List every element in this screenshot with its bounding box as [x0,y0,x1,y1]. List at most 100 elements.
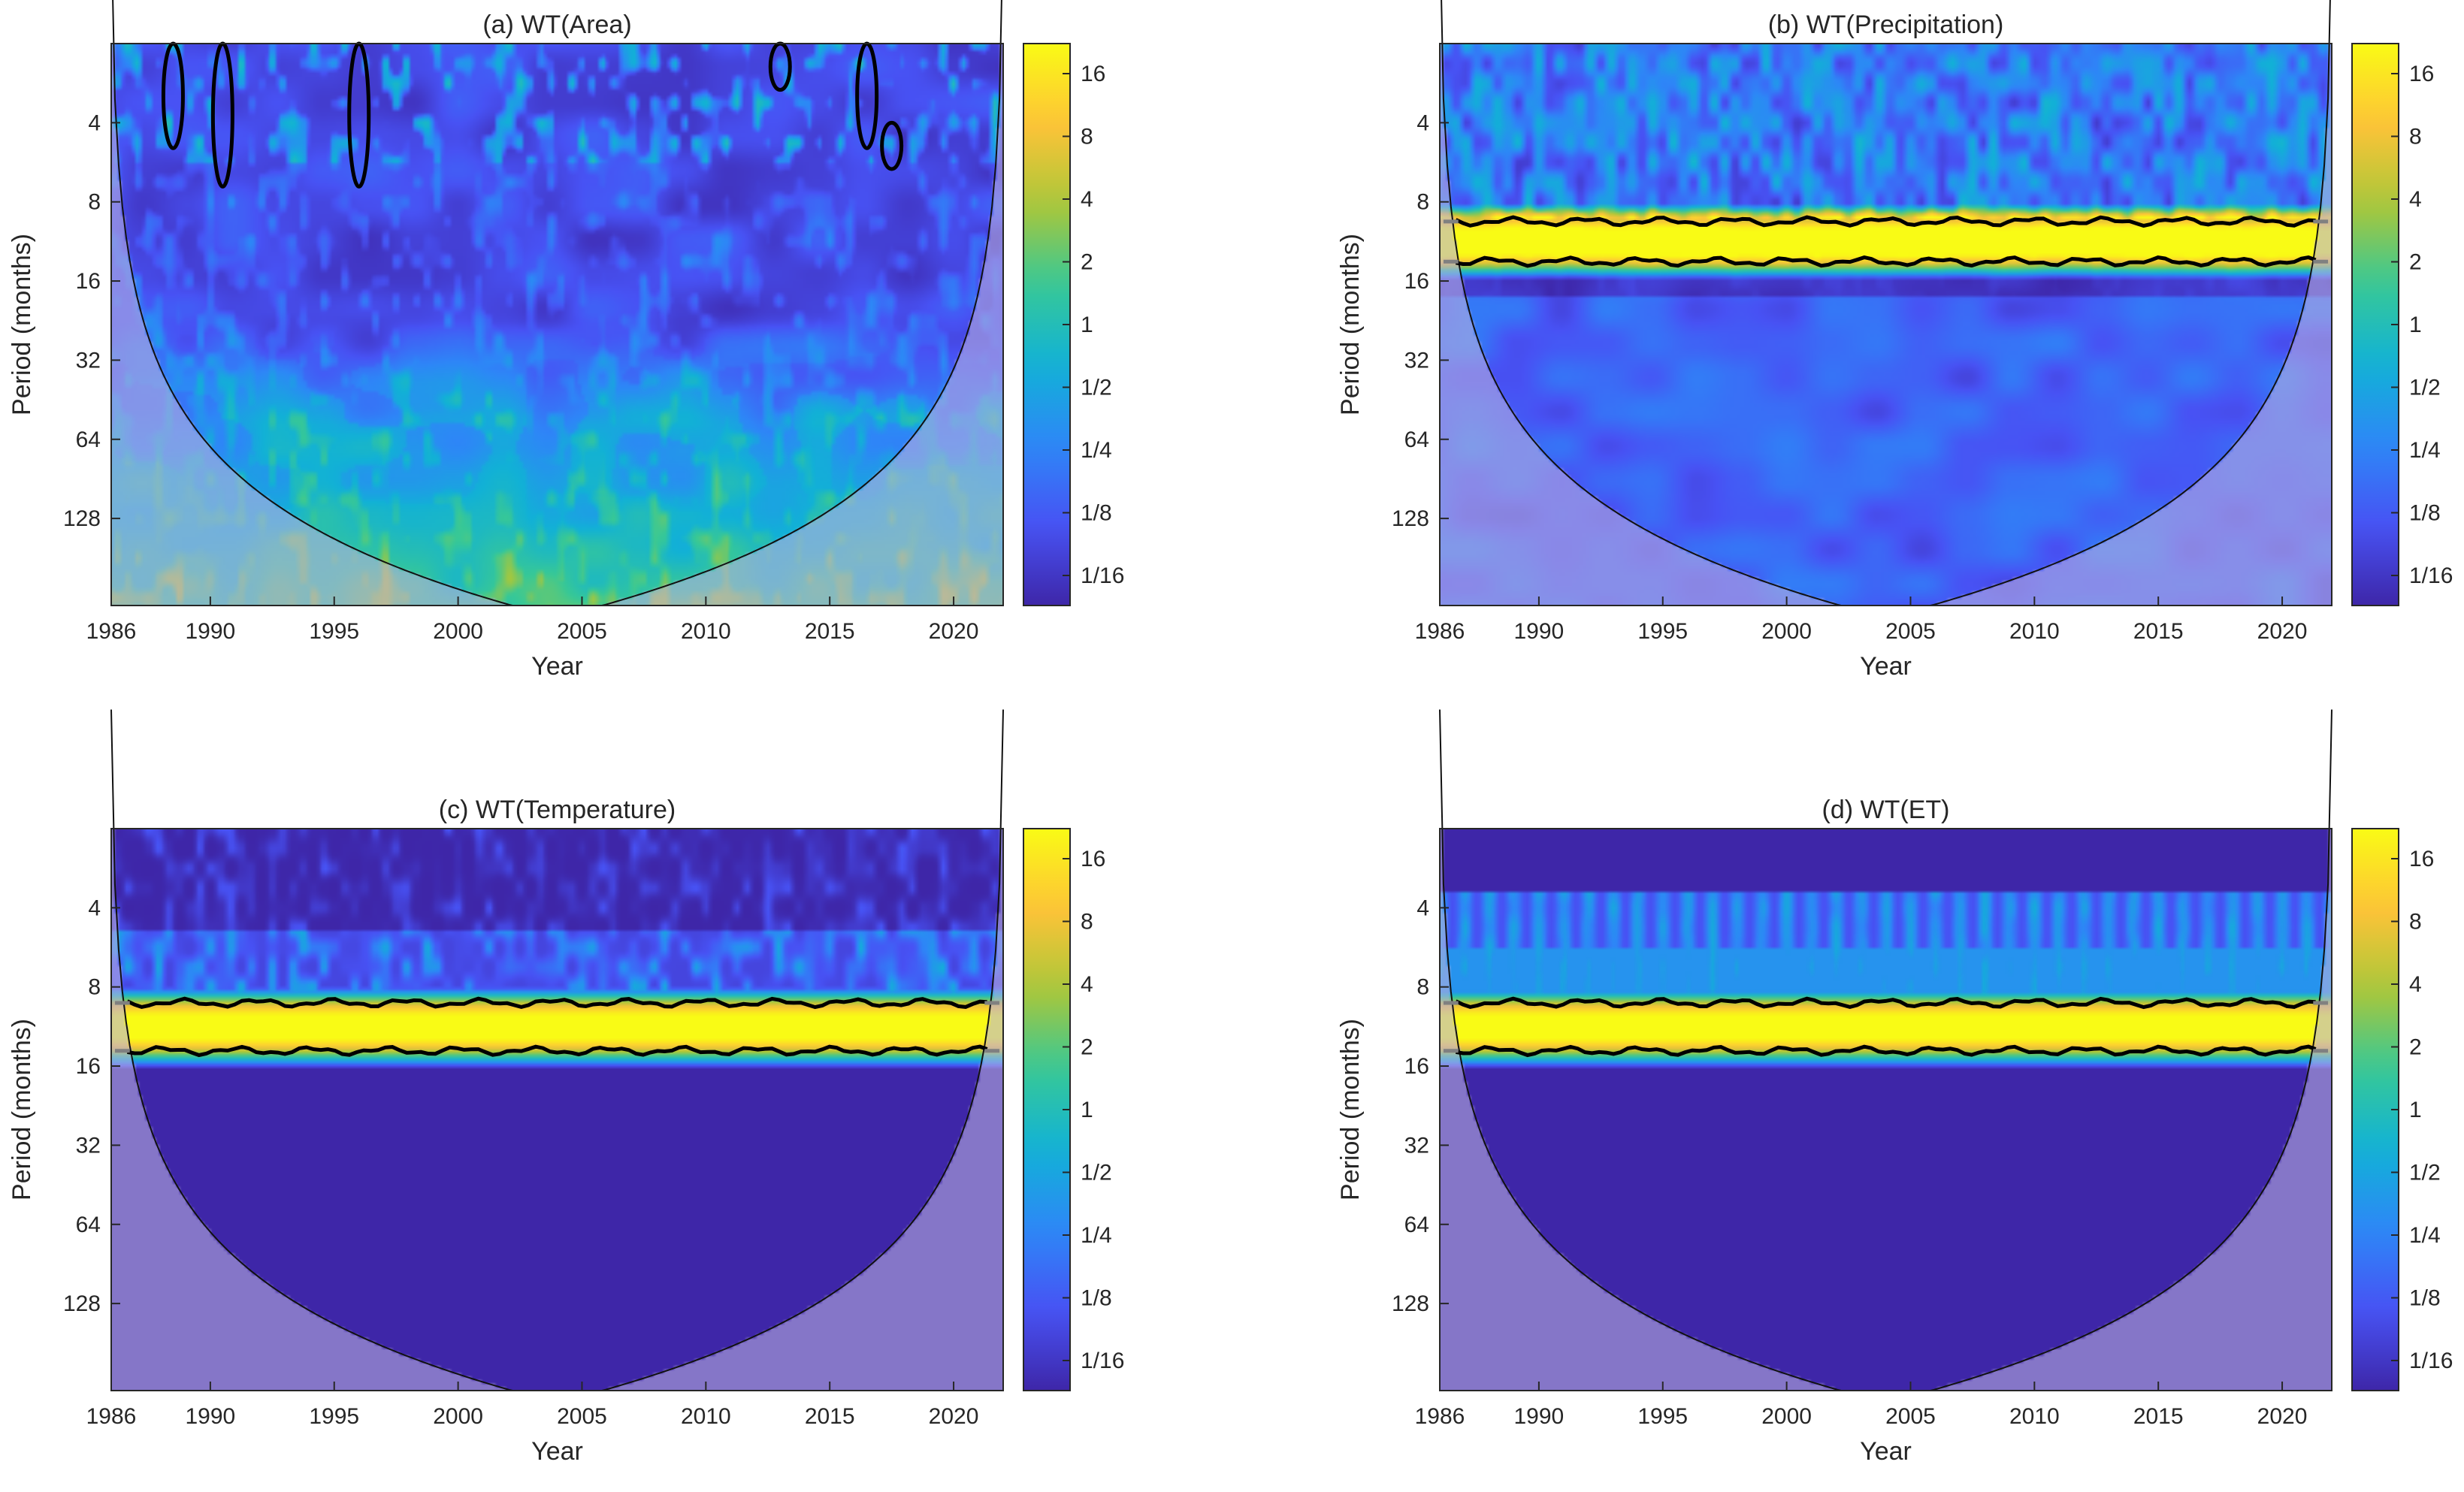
y-tick-label: 32 [76,1133,101,1158]
colorbar-tick-label: 1/2 [2409,376,2441,400]
x-tick-label: 2015 [2133,619,2184,644]
colorbar-tick-label: 4 [1081,972,1093,997]
colorbar-tick-label: 2 [2409,1035,2422,1060]
colorbar-gradient [2351,828,2399,1391]
colorbar-tick-label: 8 [2409,910,2422,935]
y-tick-label: 128 [1392,1291,1429,1316]
colorbar-tick-label: 1/16 [2409,563,2453,588]
chart-title: (d) WT(ET) [1822,796,1950,824]
colorbar-tick-label: 8 [2409,125,2422,150]
x-axis-label: Year [531,652,583,681]
x-axis-label: Year [531,1437,583,1466]
colorbar-tick-label: 1/16 [1081,1349,1124,1373]
colorbar-tick-label: 1/4 [2409,1223,2441,1248]
colorbar: 16 8 4 2 1 1/2 1/4 1/8 1/16 [2351,43,2453,606]
colorbar-tick-label: 1/8 [2409,501,2441,526]
significance-contour [1455,996,2316,1010]
colorbar-tick-label: 8 [1081,125,1093,150]
x-tick-label: 2020 [929,619,979,644]
x-tick-label: 2000 [1761,619,1812,644]
x-tick-label: 2010 [2009,619,2060,644]
colorbar: 16 8 4 2 1 1/2 1/4 1/8 1/16 [1023,43,1124,606]
significance-contour [880,120,904,171]
x-tick-label: 2005 [557,619,607,644]
colorbar: 16 8 4 2 1 1/2 1/4 1/8 1/16 [2351,828,2453,1391]
colorbar-tick-label: 8 [1081,910,1093,935]
x-tick-label: 2020 [2257,1404,2308,1429]
colorbar-tick-label: 2 [2409,250,2422,275]
x-tick-label: 2020 [2257,619,2308,644]
x-tick-label: 2015 [805,1404,855,1429]
colorbar-tick-label: 1/16 [2409,1349,2453,1373]
colorbar-gradient [1023,828,1071,1391]
axes-frame [110,828,1004,1391]
y-tick-label: 8 [88,190,101,215]
axes-frame [1439,828,2332,1391]
significance-contour [1455,1044,2317,1058]
colorbar-tick-label: 1/16 [1081,563,1124,588]
panel-d: 1986 1990 1995 2000 2005 2010 2015 2020 4 8 16 32 64… [1336,709,2453,1466]
colorbar-tick-label: 2 [1081,1035,1093,1060]
y-tick-label: 64 [76,427,101,452]
colorbar-tick-label: 16 [1081,847,1105,871]
y-axis-label: Period (months) [1336,1019,1365,1201]
colorbar-tick-label: 1/8 [2409,1286,2441,1311]
colorbar-tick-label: 1/4 [1081,438,1112,463]
colorbar-tick-label: 16 [1081,62,1105,86]
power-heatmap [111,44,1003,606]
colorbar-tick-label: 1/2 [1081,376,1112,400]
chart-title: (a) WT(Area) [482,11,631,39]
colorbar: 16 8 4 2 1 1/2 1/4 1/8 1/16 [1023,828,1124,1391]
x-tick-label: 2010 [681,619,731,644]
colorbar-tick-label: 16 [2409,62,2434,86]
x-tick-label: 1990 [186,619,236,644]
colorbar-tick-label: 1/4 [2409,438,2441,463]
x-tick-label: 2005 [1885,1404,1936,1429]
significance-contour [126,1044,988,1058]
x-tick-label: 2000 [433,619,483,644]
x-tick-label: 2005 [1885,619,1936,644]
x-tick-label: 2010 [2009,1404,2060,1429]
y-tick-label: 128 [63,506,101,531]
significance-contour [1455,215,2316,228]
y-tick-label: 64 [1404,1213,1429,1237]
y-tick-label: 16 [76,269,101,294]
axes-frame [110,43,1004,606]
colorbar-tick-label: 1/2 [2409,1161,2441,1185]
y-tick-label: 64 [1404,427,1429,452]
colorbar-tick-label: 4 [2409,187,2422,212]
y-tick-label: 32 [76,348,101,373]
y-axis-label: Period (months) [1336,234,1365,415]
colorbar-tick-label: 1 [1081,1098,1093,1122]
y-tick-label: 16 [1404,269,1429,294]
x-tick-label: 1995 [1637,619,1688,644]
x-tick-label: 1995 [309,1404,359,1429]
y-tick-label: 4 [88,896,101,920]
x-tick-label: 2005 [557,1404,607,1429]
y-tick-label: 4 [1416,896,1429,920]
x-tick-label: 1990 [1514,1404,1565,1429]
power-heatmap [1440,829,2332,1391]
x-tick-label: 2015 [805,619,855,644]
panel-c: 1986 1990 1995 2000 2005 2010 2015 2020 4 8 16 32 64… [8,709,1124,1466]
chart-title: (b) WT(Precipitation) [1768,11,2004,39]
y-tick-label: 32 [1404,1133,1429,1158]
y-tick-label: 4 [1416,110,1429,135]
colorbar-tick-label: 1/8 [1081,501,1112,526]
panel-b: 1986 1990 1995 2000 2005 2010 2015 2020 4 8 16 32 64… [1336,0,2453,681]
y-tick-label: 16 [76,1054,101,1079]
x-axis-label: Year [1860,1437,1912,1466]
panel-a: 1986 1990 1995 2000 2005 2010 2015 2020 4 8 16 32 64… [8,0,1124,681]
colorbar-tick-label: 4 [2409,972,2422,997]
x-tick-label: 1995 [1637,1404,1688,1429]
power-heatmap [111,829,1003,1391]
x-tick-label: 2020 [929,1404,979,1429]
x-axis-label: Year [1860,652,1912,681]
x-tick-label: 1986 [1415,619,1465,644]
x-tick-label: 1986 [86,619,137,644]
chart-title: (c) WT(Temperature) [439,796,676,824]
x-tick-label: 1986 [86,1404,137,1429]
y-axis-label: Period (months) [8,234,36,415]
axes-frame [1439,43,2332,606]
